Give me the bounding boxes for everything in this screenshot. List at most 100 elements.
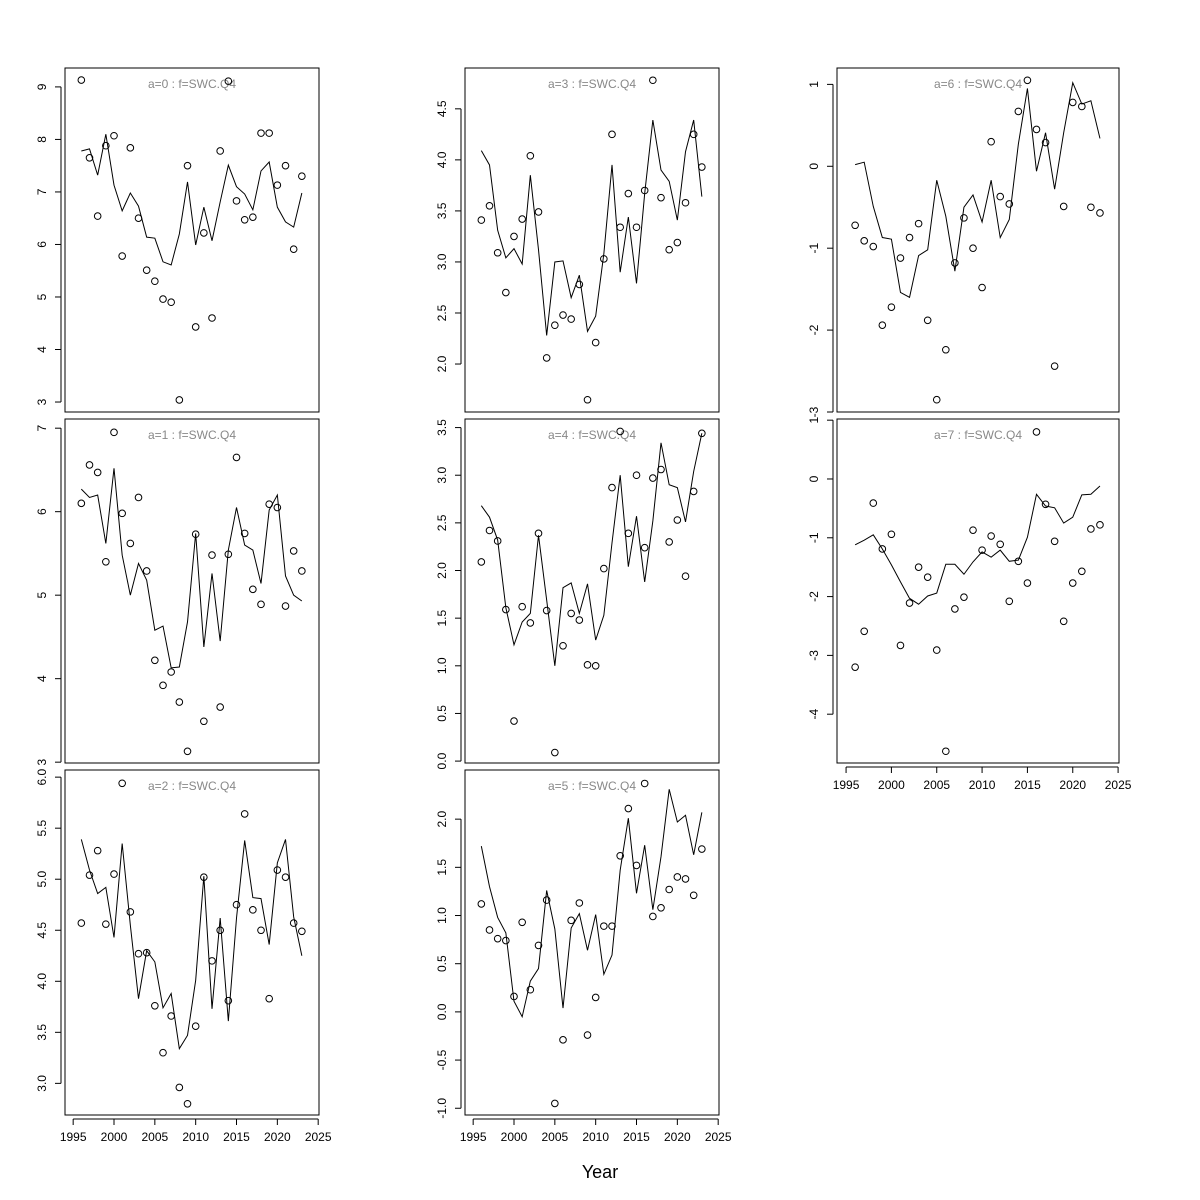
data-point xyxy=(167,1012,175,1020)
panel-title: a=1 : f=SWC.Q4 xyxy=(148,428,236,442)
x-tick-label: 2010 xyxy=(969,778,996,792)
x-axis-label: Year xyxy=(582,1162,618,1182)
data-point xyxy=(575,616,584,624)
y-tick-label: 0 xyxy=(807,475,821,482)
data-point xyxy=(159,681,167,690)
data-point xyxy=(142,948,151,957)
y-tick-label: -2 xyxy=(807,591,821,602)
data-point xyxy=(216,147,224,155)
x-tick-label: 2005 xyxy=(541,1130,568,1144)
data-point xyxy=(518,918,526,927)
y-tick-label: 3 xyxy=(35,398,49,405)
data-point xyxy=(298,567,306,575)
x-tick-label: 2010 xyxy=(582,1130,609,1144)
data-point xyxy=(85,461,94,469)
data-point xyxy=(851,221,859,230)
y-tick-label: 0.5 xyxy=(435,705,449,722)
data-point xyxy=(698,429,706,438)
data-point xyxy=(110,428,118,437)
data-point xyxy=(1014,557,1023,566)
data-point xyxy=(559,641,567,650)
panel-title: a=6 : f=SWC.Q4 xyxy=(934,77,1022,91)
data-point xyxy=(551,321,559,330)
data-point xyxy=(583,395,592,404)
data-point xyxy=(526,619,535,627)
data-point xyxy=(583,1031,592,1039)
plot-frame xyxy=(464,418,720,764)
data-point xyxy=(518,602,526,611)
x-tick-label: 2000 xyxy=(878,778,905,792)
plot-frame xyxy=(64,67,320,413)
data-point xyxy=(191,1022,200,1030)
data-point xyxy=(649,76,657,85)
data-point xyxy=(978,546,986,554)
data-point xyxy=(960,214,968,222)
data-point xyxy=(978,283,986,292)
data-point xyxy=(240,215,249,224)
x-tick-label: 2025 xyxy=(305,1130,332,1144)
y-tick-label: 6.0 xyxy=(35,768,49,785)
data-point xyxy=(608,483,616,492)
data-point xyxy=(657,904,665,912)
x-tick-label: 1995 xyxy=(833,778,860,792)
y-tick-label: 2.0 xyxy=(435,810,449,827)
data-point xyxy=(534,941,543,950)
panel: a=5 : f=SWC.Q4 -1.0 -0.5 0.0 0.5 1.0 1.5 2.0 199… xyxy=(435,769,732,1144)
panel: a=3 : f=SWC.Q4 2.0 2.5 3.0 3.5 4.0 4.5 xyxy=(435,67,720,413)
data-point xyxy=(689,130,698,139)
data-point xyxy=(1078,567,1086,576)
data-point xyxy=(126,144,135,152)
data-point xyxy=(257,600,265,609)
data-point xyxy=(665,245,673,254)
data-point xyxy=(200,229,208,237)
data-point xyxy=(1068,98,1077,107)
data-point xyxy=(673,873,682,881)
data-point xyxy=(224,77,233,85)
data-point xyxy=(567,609,575,618)
x-tick-label: 2015 xyxy=(1014,778,1041,792)
data-point xyxy=(923,573,932,581)
data-point xyxy=(118,779,126,788)
fit-line xyxy=(480,789,703,1019)
data-point xyxy=(616,427,624,436)
data-point xyxy=(681,198,690,207)
x-tick-label: 2025 xyxy=(1105,778,1132,792)
data-point xyxy=(240,810,249,818)
x-tick-label: 2020 xyxy=(1059,778,1086,792)
y-tick-label: -1.0 xyxy=(435,1098,449,1119)
fit-line xyxy=(480,119,703,336)
data-point xyxy=(673,516,682,524)
data-point xyxy=(93,846,102,855)
data-point xyxy=(860,627,869,636)
data-point xyxy=(175,698,184,706)
data-point xyxy=(932,395,941,404)
y-tick-label: 7 xyxy=(35,188,49,195)
data-point xyxy=(616,223,624,232)
data-point xyxy=(1023,76,1032,85)
data-point xyxy=(996,192,1005,201)
data-point xyxy=(249,585,257,594)
data-point xyxy=(681,572,690,581)
data-point xyxy=(232,453,241,462)
x-tick-label: 2025 xyxy=(705,1130,732,1144)
data-point xyxy=(649,912,657,921)
data-point xyxy=(485,526,494,535)
data-point xyxy=(1005,200,1014,208)
panel: a=1 : f=SWC.Q4 3 4 5 6 7 xyxy=(35,418,320,766)
data-point xyxy=(960,593,968,601)
data-point xyxy=(1059,202,1068,211)
data-point xyxy=(969,244,977,252)
data-point xyxy=(640,543,649,552)
plot-frame xyxy=(64,418,320,764)
data-point xyxy=(567,916,575,925)
y-tick-label: 1.0 xyxy=(435,907,449,924)
x-tick-label: 2005 xyxy=(141,1130,168,1144)
y-tick-label: 4.5 xyxy=(35,922,49,939)
data-point xyxy=(1005,597,1014,606)
y-tick-label: 1.5 xyxy=(435,859,449,876)
data-point xyxy=(281,602,290,610)
data-point xyxy=(134,493,143,502)
fit-line xyxy=(854,485,1101,605)
data-point xyxy=(510,232,518,241)
data-point xyxy=(265,129,273,137)
